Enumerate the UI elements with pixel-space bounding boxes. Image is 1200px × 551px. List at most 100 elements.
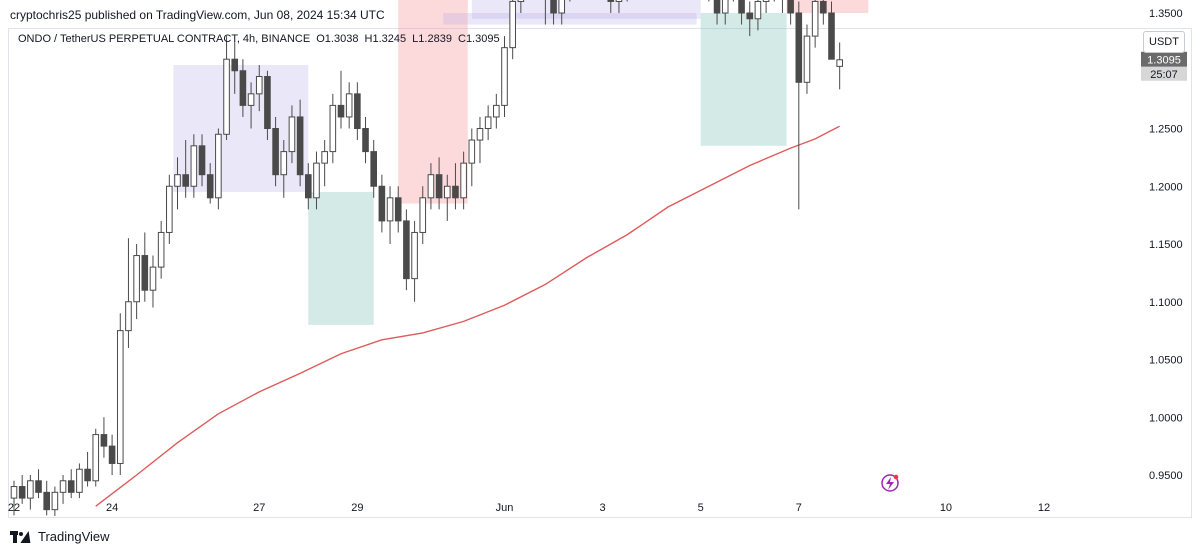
candle-up bbox=[133, 255, 140, 303]
candle-down bbox=[18, 486, 26, 499]
y-tick-label: 1.2500 bbox=[1149, 124, 1183, 136]
candle-up bbox=[223, 58, 230, 135]
candle-down bbox=[354, 93, 361, 129]
candle-up bbox=[10, 486, 18, 499]
candle-up bbox=[501, 47, 508, 106]
symbol-legend: ONDO / TetherUS PERPETUAL CONTRACT, 4h, … bbox=[18, 33, 503, 45]
candle-up bbox=[558, 0, 566, 14]
candle-up bbox=[280, 151, 288, 176]
candle-up bbox=[313, 162, 320, 199]
candle-down bbox=[198, 145, 206, 176]
red-zone bbox=[786, 0, 869, 13]
y-tick-label: 1.1500 bbox=[1149, 239, 1183, 251]
candle-up bbox=[247, 93, 255, 106]
ohlc-low: L1.2839 bbox=[412, 33, 452, 45]
x-tick-label: 3 bbox=[600, 502, 606, 514]
x-tick-label: 12 bbox=[1038, 502, 1050, 514]
candle-down bbox=[231, 58, 239, 72]
candle-up bbox=[476, 128, 484, 141]
purple-zone bbox=[471, 0, 701, 19]
y-tick-label: 1.0500 bbox=[1149, 355, 1183, 367]
candle-down bbox=[305, 174, 312, 199]
candle-up bbox=[468, 139, 476, 164]
candle-up bbox=[27, 480, 34, 499]
candle-down bbox=[378, 185, 386, 222]
candle-up bbox=[811, 0, 819, 37]
candle-down bbox=[370, 151, 377, 187]
y-tick-label: 1.3500 bbox=[1149, 8, 1183, 20]
candle-up bbox=[51, 491, 59, 511]
candle-down bbox=[264, 76, 271, 129]
candle-up bbox=[419, 197, 427, 233]
candle-down bbox=[206, 174, 214, 199]
candle-up bbox=[255, 76, 263, 95]
symbol-name: ONDO / TetherUS PERPETUAL CONTRACT, 4h, … bbox=[18, 33, 311, 45]
purple-zone bbox=[443, 13, 697, 25]
candle-down bbox=[108, 445, 116, 464]
candle-up bbox=[345, 93, 353, 118]
x-tick-label: 7 bbox=[796, 502, 802, 514]
tradingview-logo-icon bbox=[10, 530, 34, 543]
candle-up bbox=[509, 0, 516, 49]
x-tick-label: 22 bbox=[8, 502, 20, 514]
candle-down bbox=[35, 480, 42, 493]
x-tick-label: 27 bbox=[253, 502, 265, 514]
candle-down bbox=[403, 220, 410, 280]
chart-panel[interactable] bbox=[8, 28, 1192, 518]
candle-up bbox=[59, 480, 67, 493]
candle-down bbox=[337, 104, 345, 118]
candle-down bbox=[43, 491, 51, 511]
candle-down bbox=[272, 128, 279, 176]
candle-down bbox=[820, 0, 827, 14]
candle-up bbox=[149, 266, 157, 291]
ohlc-open: O1.3038 bbox=[316, 33, 359, 45]
ohlc-close: C1.3095 bbox=[458, 33, 500, 45]
green-zone bbox=[700, 13, 787, 146]
candle-timer: 25:07 bbox=[1150, 69, 1178, 81]
candle-up bbox=[762, 0, 770, 2]
candle-up bbox=[190, 145, 198, 187]
candle-up bbox=[460, 162, 467, 199]
moving-average-line bbox=[95, 125, 840, 507]
x-tick-label: Jun bbox=[496, 502, 514, 514]
candle-up bbox=[174, 174, 181, 187]
candle-down bbox=[828, 12, 835, 60]
candle-down bbox=[713, 0, 721, 14]
candle-down bbox=[795, 12, 803, 83]
candle-down bbox=[746, 12, 754, 20]
x-tick-label: 5 bbox=[698, 502, 704, 514]
price-label-bg bbox=[1141, 51, 1187, 67]
candle-down bbox=[100, 434, 108, 447]
candle-down bbox=[550, 0, 557, 14]
candle-up bbox=[329, 104, 337, 153]
candle-down bbox=[787, 0, 794, 14]
candle-down bbox=[738, 0, 745, 14]
candle-up bbox=[125, 301, 132, 332]
candle-up bbox=[517, 0, 525, 2]
current-price-label: 1.3095 bbox=[1147, 54, 1181, 66]
candle-down bbox=[67, 480, 75, 493]
candle-up bbox=[443, 185, 451, 199]
ohlc-high: H1.3245 bbox=[364, 33, 407, 45]
tradingview-logo[interactable]: TradingView bbox=[10, 529, 110, 544]
timer-bg bbox=[1141, 66, 1187, 81]
candle-down bbox=[362, 128, 369, 153]
currency-button[interactable]: USDT bbox=[1143, 31, 1185, 53]
publication-header: cryptochris25 published on TradingView.c… bbox=[0, 0, 1200, 28]
candle-up bbox=[721, 0, 729, 14]
candle-up bbox=[427, 174, 435, 199]
y-tick-label: 0.9500 bbox=[1149, 470, 1183, 482]
red-zone bbox=[398, 0, 468, 204]
publication-info: cryptochris25 published on TradingView.c… bbox=[10, 8, 385, 22]
candle-down bbox=[84, 468, 91, 482]
candle-up bbox=[615, 0, 623, 2]
candle-up bbox=[157, 231, 165, 268]
candle-up bbox=[493, 104, 500, 118]
x-tick-label: 29 bbox=[351, 502, 363, 514]
footer: TradingView bbox=[0, 520, 1200, 551]
y-tick-label: 1.0000 bbox=[1149, 412, 1183, 424]
candle-up bbox=[386, 197, 394, 222]
lightning-bolt bbox=[886, 477, 894, 490]
x-tick-label: 24 bbox=[106, 502, 118, 514]
